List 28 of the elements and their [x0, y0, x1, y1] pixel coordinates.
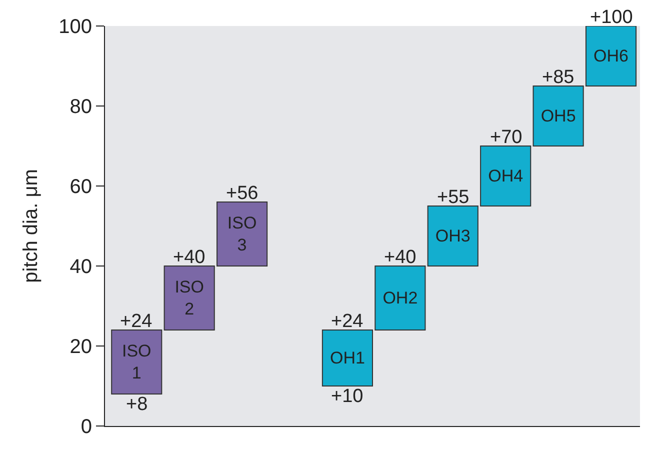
y-tick-label: 80 [70, 96, 92, 118]
x-tick-label: OH1 [330, 348, 365, 368]
x-tick-label: OH5 [540, 106, 576, 126]
x-tick-label: OH2 [382, 288, 418, 308]
x-tick-label: OH6 [594, 46, 628, 66]
x-tick-label: ISO 1 [122, 341, 152, 383]
data-label: +100 [590, 7, 633, 28]
data-label: +40 [384, 247, 416, 268]
x-tick-label: ISO 2 [174, 277, 204, 319]
annotation: +10 [331, 386, 364, 407]
y-axis-title: pitch dia. μm [20, 169, 42, 283]
y-tick-label: 20 [70, 336, 92, 358]
x-tick-label: OH3 [435, 226, 470, 246]
y-tick-label: 0 [80, 416, 92, 438]
data-label: +55 [437, 187, 470, 208]
annotation: +8 [126, 394, 148, 415]
data-label: +24 [120, 311, 153, 332]
y-tick-label: 40 [70, 256, 92, 278]
data-label: +24 [331, 311, 364, 332]
data-label: +40 [173, 247, 206, 268]
y-tick-label: 100 [58, 16, 92, 38]
data-label: +70 [490, 127, 522, 148]
bar [111, 330, 162, 394]
x-tick-label: ISO 3 [227, 213, 257, 255]
y-tick-label: 60 [70, 176, 92, 198]
data-label: +56 [226, 183, 258, 204]
data-label: +85 [542, 67, 574, 88]
x-tick-label: OH4 [488, 166, 524, 186]
